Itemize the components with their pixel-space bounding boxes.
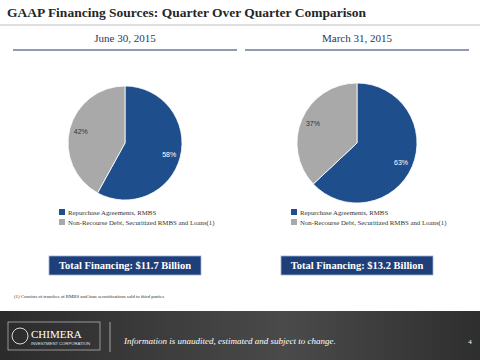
legend-label: Non-Recourse Debt, Securitized RMBS and …: [300, 219, 446, 227]
pie-slice: [68, 86, 125, 193]
footer-band: [0, 311, 480, 360]
logo-subtitle: INVESTMENT CORPORATION: [31, 341, 90, 346]
pie-slice: [297, 83, 357, 184]
slide-title: GAAP Financing Sources: Quarter Over Qua…: [7, 5, 366, 20]
legend: Repurchase Agreements, RMBS Non-Recourse …: [291, 209, 446, 227]
slices: 63% 37%: [297, 83, 417, 203]
total-box: [281, 256, 433, 275]
footnote: (1) Consists of tranches of RMBS and loa…: [14, 294, 164, 299]
logo-name: CHIMERA: [31, 328, 82, 340]
chart-title: June 30, 2015: [94, 32, 156, 44]
chart-title-rule: [13, 50, 237, 51]
background: [0, 0, 480, 360]
data-label: 58%: [162, 151, 176, 158]
page-number: 4: [468, 338, 472, 346]
footer-note: Information is unaudited, estimated and …: [123, 336, 336, 346]
chart-title: March 31, 2015: [322, 32, 392, 44]
footer-divider: [110, 322, 111, 352]
legend-label: Repurchase Agreements, RMBS: [68, 209, 156, 216]
data-label: 37%: [306, 120, 320, 127]
legend-swatch: [59, 219, 65, 225]
slide: GAAP Financing Sources: Quarter Over Qua…: [0, 0, 480, 360]
legend: Repurchase Agreements, RMBS Non-Recourse …: [59, 209, 214, 227]
total-box: [49, 256, 201, 275]
pie-chart: March 31, 2015 63% 37% Repurchase Agreement…: [245, 32, 469, 275]
slide-canvas: GAAP Financing Sources: Quarter Over Qua…: [0, 0, 480, 360]
legend-swatch: [291, 209, 297, 215]
legend-swatch: [291, 219, 297, 225]
data-label: 42%: [74, 128, 88, 135]
data-label: 63%: [394, 159, 408, 166]
legend-label: Repurchase Agreements, RMBS: [300, 209, 388, 216]
slices: 58% 42%: [68, 86, 182, 200]
logo-emblem: [12, 328, 28, 344]
pie-chart: June 30, 2015 58% 42% Repurchase Agreements…: [13, 32, 237, 275]
legend-label: Non-Recourse Debt, Securitized RMBS and …: [68, 219, 214, 227]
logo-box: [8, 322, 100, 350]
chart-title-rule: [245, 50, 469, 51]
title-rule: [0, 25, 480, 26]
total-label: Total Financing: $11.7 Billion: [59, 260, 191, 271]
legend-swatch: [59, 209, 65, 215]
total-label: Total Financing: $13.2 Billion: [291, 260, 424, 271]
